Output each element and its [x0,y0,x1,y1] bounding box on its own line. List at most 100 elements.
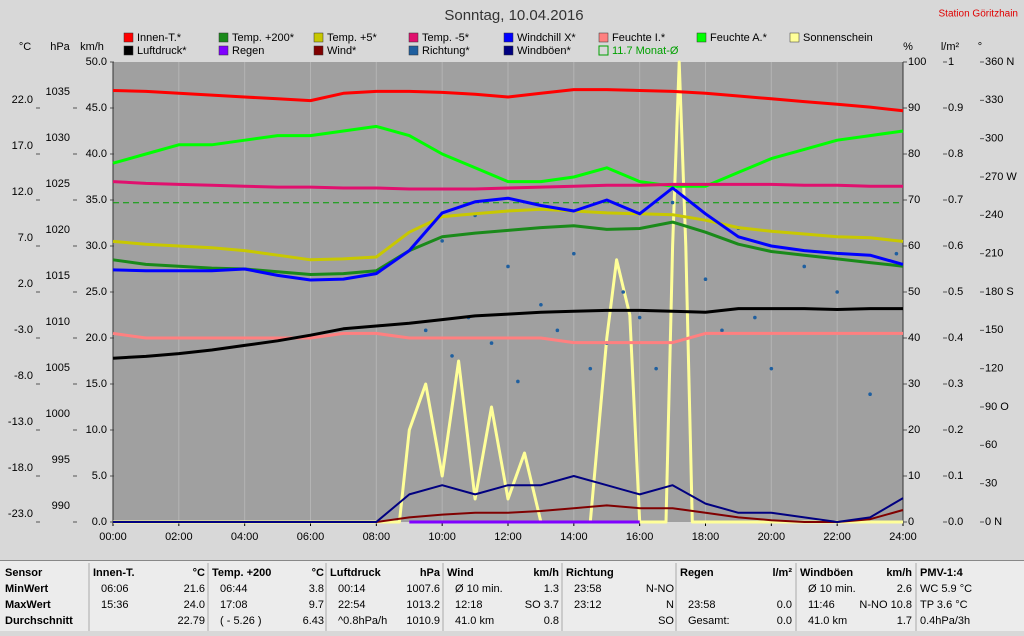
y-tick-label: 30 [985,478,997,490]
direction-dot [802,264,807,269]
y-axis-title: l/m² [941,41,960,53]
y-tick-label: 70 [908,194,920,206]
series-line [113,475,904,523]
table-cell: 41.0 km [455,615,494,627]
legend-swatch [696,32,707,43]
table-header: Regen [680,567,714,579]
y-tick-label: 330 [985,94,1003,106]
y-tick-label: 5.0 [92,470,107,482]
legend-swatch [313,45,324,56]
x-tick-label: 16:00 [626,531,654,543]
table-header: Windböen [800,567,853,579]
table-cell: 1.7 [897,615,912,627]
x-tick-label: 14:00 [560,531,588,543]
legend-swatch [503,32,514,43]
table-cell: 1013.2 [406,599,440,611]
y-tick-label: 90 O [985,401,1009,413]
y-tick-label: 60 [985,439,997,451]
direction-dot [835,290,839,294]
y-tick-label: 0.9 [948,102,963,114]
y-tick-label: 30 [908,378,920,390]
table-cell: WC 5.9 °C [920,583,972,595]
table-cell: 17:08 [220,599,248,611]
direction-dot [516,379,520,384]
direction-dot [588,366,593,371]
table-cell: 0.4hPa/3h [920,615,970,627]
y-tick-label: -18.0 [8,462,33,474]
y-tick-label: 240 [985,209,1003,221]
x-tick-label: 10:00 [428,531,456,543]
y-tick-label: 0 N [985,516,1002,528]
table-cell: N-NO [646,583,675,595]
legend-swatch [408,45,419,56]
y-tick-label: 60 [908,240,920,252]
y-tick-label: 0.8 [948,148,963,160]
y-tick-label: 1025 [46,178,70,190]
direction-dot [423,328,428,333]
table-cell: 11:46 [808,599,835,611]
y-tick-label: 45.0 [86,102,107,114]
y-tick-label: 10 [908,470,920,482]
series-line [112,186,904,282]
table-row-label: MaxWert [5,599,51,611]
y-tick-label: 360 N [985,56,1014,68]
y-tick-label: 12.0 [12,186,33,198]
x-tick-label: 04:00 [231,531,259,543]
direction-dot [753,315,757,320]
y-tick-label: 210 [985,248,1003,260]
table-unit: °C [312,567,324,579]
table-header: Luftdruck [330,567,382,579]
legend-swatch [123,45,134,56]
y-tick-label: 40.0 [86,148,107,160]
table-cell: 00:14 [338,583,366,595]
legend-swatch [789,32,800,43]
direction-dot [720,328,724,333]
table-unit: l/m² [772,567,792,579]
direction-dot [868,392,872,397]
legend-swatch [123,32,134,43]
y-tick-label: 1020 [46,224,70,236]
table-cell: 22.79 [177,615,205,627]
direction-dot [539,302,543,307]
direction-dot [440,239,444,243]
table-cell: 1007.6 [406,583,440,595]
x-tick-label: 24:00 [889,531,917,543]
y-tick-label: -8.0 [14,370,33,382]
y-axis-title: ° [978,41,982,53]
table-cell: SO 3.7 [525,599,559,611]
table-header: Innen-T. [93,567,135,579]
legend-label: Richtung* [422,45,470,57]
legend-swatch [598,45,609,56]
table-unit: °C [193,567,205,579]
y-tick-label: 22.0 [12,94,33,106]
table-cell: N [666,599,674,611]
direction-dot [637,315,642,320]
y-tick-label: 1005 [46,362,70,374]
station-name: Station Göritzhain [939,9,1019,20]
y-tick-label: 40 [908,332,920,344]
x-tick-label: 20:00 [758,531,786,543]
y-tick-label: 7.0 [18,232,33,244]
legend-swatch [218,45,229,56]
legend-label: Windböen* [517,45,572,57]
table-header: Richtung [566,567,614,579]
legend-label: Feuchte I.* [612,32,666,44]
direction-dot [506,264,510,269]
y-tick-label: 1015 [46,270,70,282]
y-axis-title: km/h [80,41,104,53]
legend-label: Wind* [327,45,357,57]
legend-swatch [218,32,229,43]
y-tick-label: 1030 [46,132,70,144]
series-line [112,124,904,188]
legend-label: Temp. +200* [232,32,295,44]
direction-dot [572,251,576,256]
legend-label: Luftdruck* [137,45,187,57]
table-cell: 23:58 [574,583,602,595]
x-tick-label: 02:00 [165,531,193,543]
table-cell: 21.6 [184,583,205,595]
table-cell: 23:58 [688,599,716,611]
legend-swatch [503,45,514,56]
legend-label: Windchill X* [517,32,576,44]
legend-label: Regen [232,45,264,57]
